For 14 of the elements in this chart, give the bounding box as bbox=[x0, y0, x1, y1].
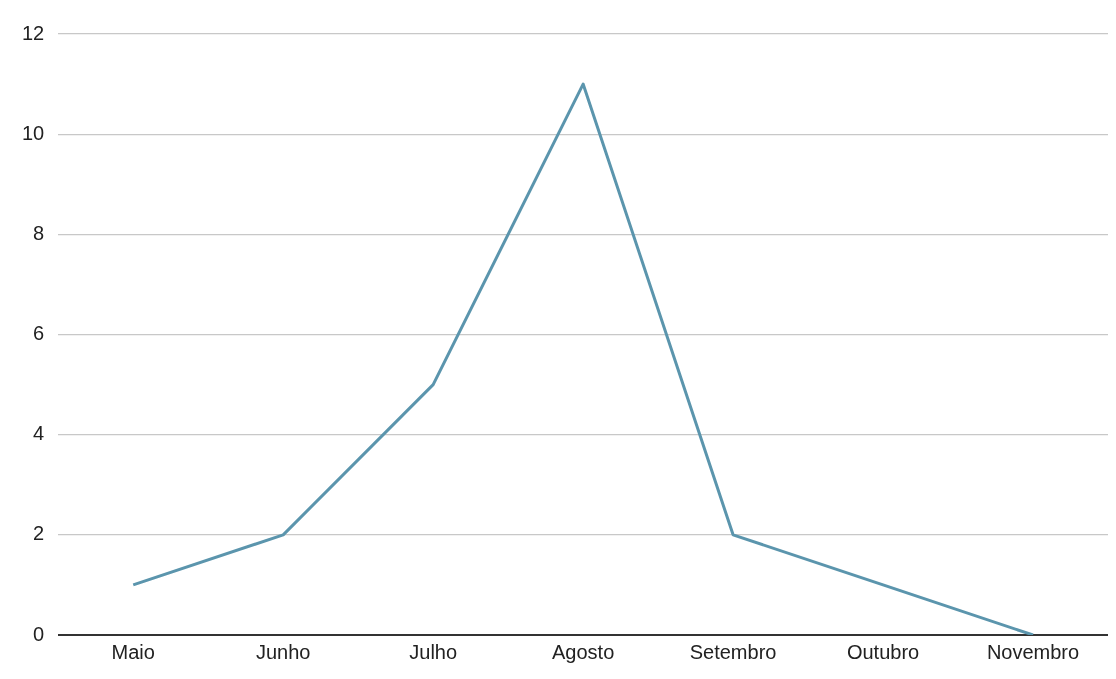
x-tick-label: Novembro bbox=[986, 640, 1080, 663]
y-tick-label: 8 bbox=[33, 221, 45, 244]
x-tick-label: Agosto bbox=[551, 640, 615, 663]
x-tick-label: Junho bbox=[255, 640, 311, 663]
x-tick-label: Outubro bbox=[846, 640, 920, 663]
x-tick-label: Maio bbox=[111, 640, 155, 663]
x-tick-label: Setembro bbox=[689, 640, 777, 663]
y-tick-label: 2 bbox=[33, 522, 45, 545]
x-tick-label: Julho bbox=[409, 640, 458, 663]
y-tick-label: 0 bbox=[33, 622, 45, 645]
y-tick-label: 4 bbox=[33, 422, 45, 445]
y-tick-label: 6 bbox=[33, 322, 45, 345]
y-tick-label: 12 bbox=[22, 21, 45, 44]
y-tick-label: 10 bbox=[22, 121, 45, 144]
